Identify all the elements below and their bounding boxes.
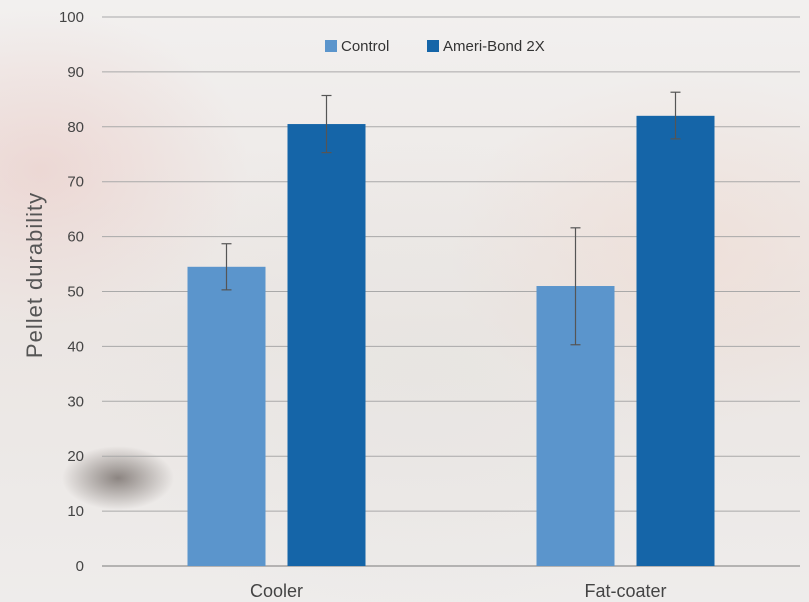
bar-ameri-bond-2x-fat-coater xyxy=(636,115,715,566)
bars xyxy=(187,115,715,567)
y-axis-label: Pellet durability xyxy=(22,192,47,358)
error-bar-control-fat-coater xyxy=(570,227,581,346)
y-tick-label: 90 xyxy=(67,64,84,81)
error-bars xyxy=(221,91,681,346)
y-tick-label: 0 xyxy=(76,558,84,575)
y-tick-label: 10 xyxy=(67,503,84,520)
bar-ameri-bond-2x-cooler xyxy=(287,124,366,567)
y-tick-label: 50 xyxy=(67,284,84,301)
y-tick-label: 40 xyxy=(67,338,84,355)
legend-swatch-ameri-bond xyxy=(427,40,439,52)
y-tick-labels: 0 10 20 30 40 50 60 70 80 90 100 xyxy=(59,9,84,575)
x-category-labels: Cooler Fat-coater xyxy=(250,581,667,601)
legend: Control Ameri-Bond 2X xyxy=(325,38,545,55)
legend-swatch-control xyxy=(325,40,337,52)
error-bar-ameri-bond-2x-cooler xyxy=(321,94,332,154)
x-category-label: Fat-coater xyxy=(584,581,666,601)
error-bar-control-cooler xyxy=(221,243,232,291)
legend-label-ameri-bond: Ameri-Bond 2X xyxy=(443,38,545,55)
x-category-label: Cooler xyxy=(250,581,303,601)
y-tick-label: 60 xyxy=(67,229,84,246)
y-tick-label: 20 xyxy=(67,448,84,465)
y-tick-label: 100 xyxy=(59,9,84,26)
legend-label-control: Control xyxy=(341,38,389,55)
bar-control-cooler xyxy=(187,266,266,566)
y-tick-label: 80 xyxy=(67,119,84,136)
error-bar-ameri-bond-2x-fat-coater xyxy=(670,91,681,140)
y-tick-label: 70 xyxy=(67,174,84,191)
y-tick-label: 30 xyxy=(67,393,84,410)
